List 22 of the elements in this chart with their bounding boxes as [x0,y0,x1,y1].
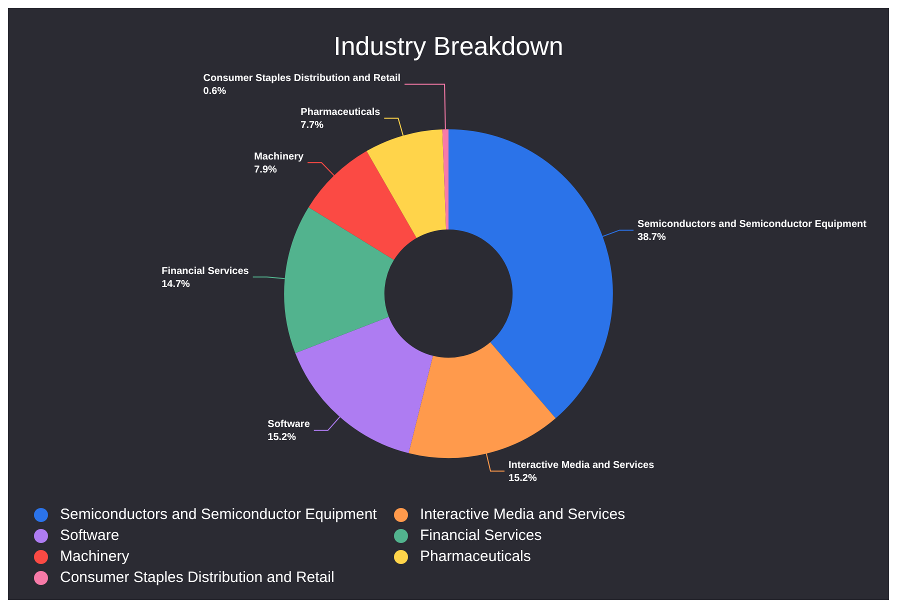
legend-label: Software [60,527,120,544]
legend-label: Financial Services [420,527,542,544]
legend-label: Machinery [60,548,130,565]
data-label: 38.7% [638,232,666,243]
chart-title: Industry Breakdown [334,30,564,61]
data-label: 7.7% [300,120,324,132]
data-label: 0.6% [203,86,226,97]
slice-label: Financial Services [162,266,250,277]
slice-label: Consumer Staples Distribution and Retail [203,72,401,84]
legend-label: Pharmaceuticals [420,548,531,565]
legend-label: Interactive Media and Services [420,506,626,523]
slice-label: Interactive Media and Services [508,460,655,471]
slice-label: Pharmaceuticals [300,107,381,118]
data-label: 15.2% [508,472,537,484]
data-label: 14.7% [162,278,190,290]
data-label: 15.2% [268,432,296,444]
legend-label: Semiconductors and Semiconductor Equipment [60,506,377,523]
data-label: 7.9% [254,164,278,176]
slice-label: Semiconductors and Semiconductor Equipment [638,218,868,230]
legend-label: Consumer Staples Distribution and Retail [60,569,334,586]
slice-label: Software [268,419,310,430]
slice-label: Machinery [254,151,304,162]
